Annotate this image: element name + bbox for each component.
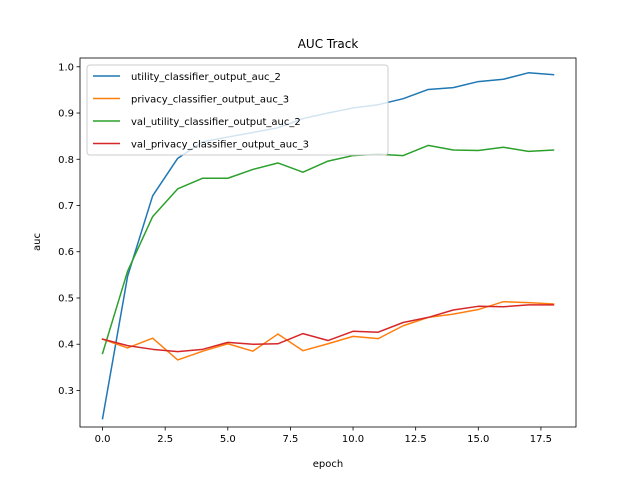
legend: utility_classifier_output_auc_2 privacy_c… [86, 64, 389, 156]
y-tick-label: 0.8 [58, 155, 74, 166]
series-line-4 [101, 304, 555, 353]
legend-box [86, 64, 389, 156]
x-tick-label: 15.0 [467, 434, 489, 445]
y-tick-label: 0.3 [58, 386, 74, 397]
y-tick-label: 0.6 [58, 247, 74, 258]
legend-label-2: privacy_classifier_output_auc_3 [131, 95, 289, 106]
y-tick-label: 0.5 [58, 293, 74, 304]
y-tick-label: 0.7 [58, 201, 74, 212]
x-tick-label: 10.0 [342, 434, 364, 445]
legend-label-1: utility_classifier_output_auc_2 [131, 72, 281, 83]
legend-label-3: val_utility_classifier_output_auc_2 [131, 117, 301, 128]
plot-area: 0.0 2.5 5.0 7.5 10.0 12.5 15.0 17.5 0.3 0.4 0.5 0.6… [58, 57, 577, 445]
x-tick-label: 12.5 [405, 434, 427, 445]
x-tick-label: 7.5 [282, 434, 298, 445]
x-tick-label: 17.5 [530, 434, 552, 445]
axes-frame [79, 57, 577, 428]
legend-label-4: val_privacy_classifier_output_auc_3 [131, 140, 309, 151]
chart-title: AUC Track [298, 37, 359, 51]
x-tick-label: 5.0 [220, 434, 236, 445]
y-axis-label: auc [32, 233, 43, 251]
series-line-3 [101, 144, 555, 355]
y-tick-label: 1.0 [58, 62, 74, 73]
x-tick-label: 2.5 [157, 434, 173, 445]
y-tick-label: 0.9 [58, 109, 74, 120]
x-axis-label: epoch [313, 459, 343, 470]
series-line-2 [101, 300, 555, 361]
y-tick-label: 0.4 [58, 340, 74, 351]
x-tick-label: 0.0 [95, 434, 111, 445]
